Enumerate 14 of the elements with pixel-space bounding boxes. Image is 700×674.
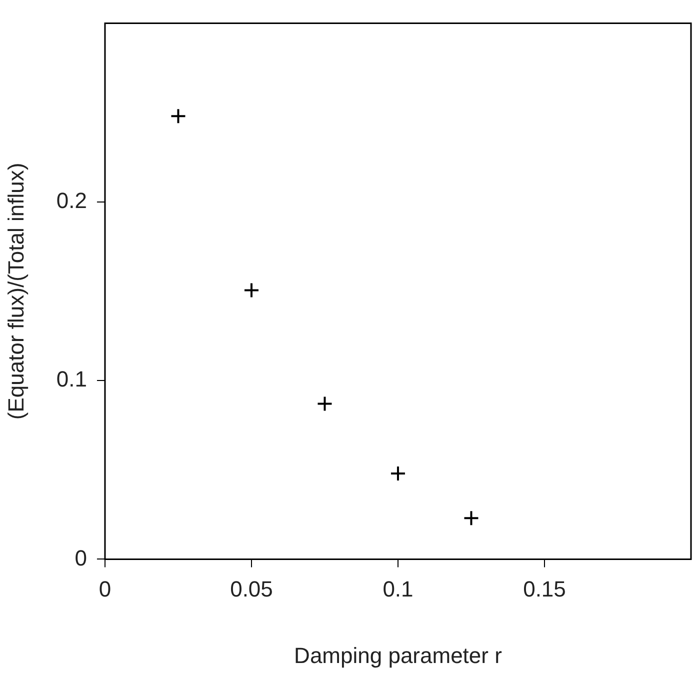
x-tick-label: 0.15 (523, 576, 566, 602)
y-axis-title: (Equator flux)/(Total influx) (3, 162, 28, 420)
x-axis-title: Damping parameter r (294, 642, 502, 668)
point (390, 465, 406, 482)
x-tick-label: 0.1 (382, 576, 414, 602)
point (463, 510, 480, 526)
point (170, 108, 186, 124)
point (243, 282, 260, 298)
x-tick-label: 0 (98, 576, 112, 602)
y-tick-label: 0.1 (56, 366, 87, 392)
point (316, 396, 333, 412)
x-tick-label: 0.05 (230, 576, 273, 602)
y-tick-label: 0 (74, 545, 87, 570)
y-tick-label: 0.2 (56, 188, 87, 213)
